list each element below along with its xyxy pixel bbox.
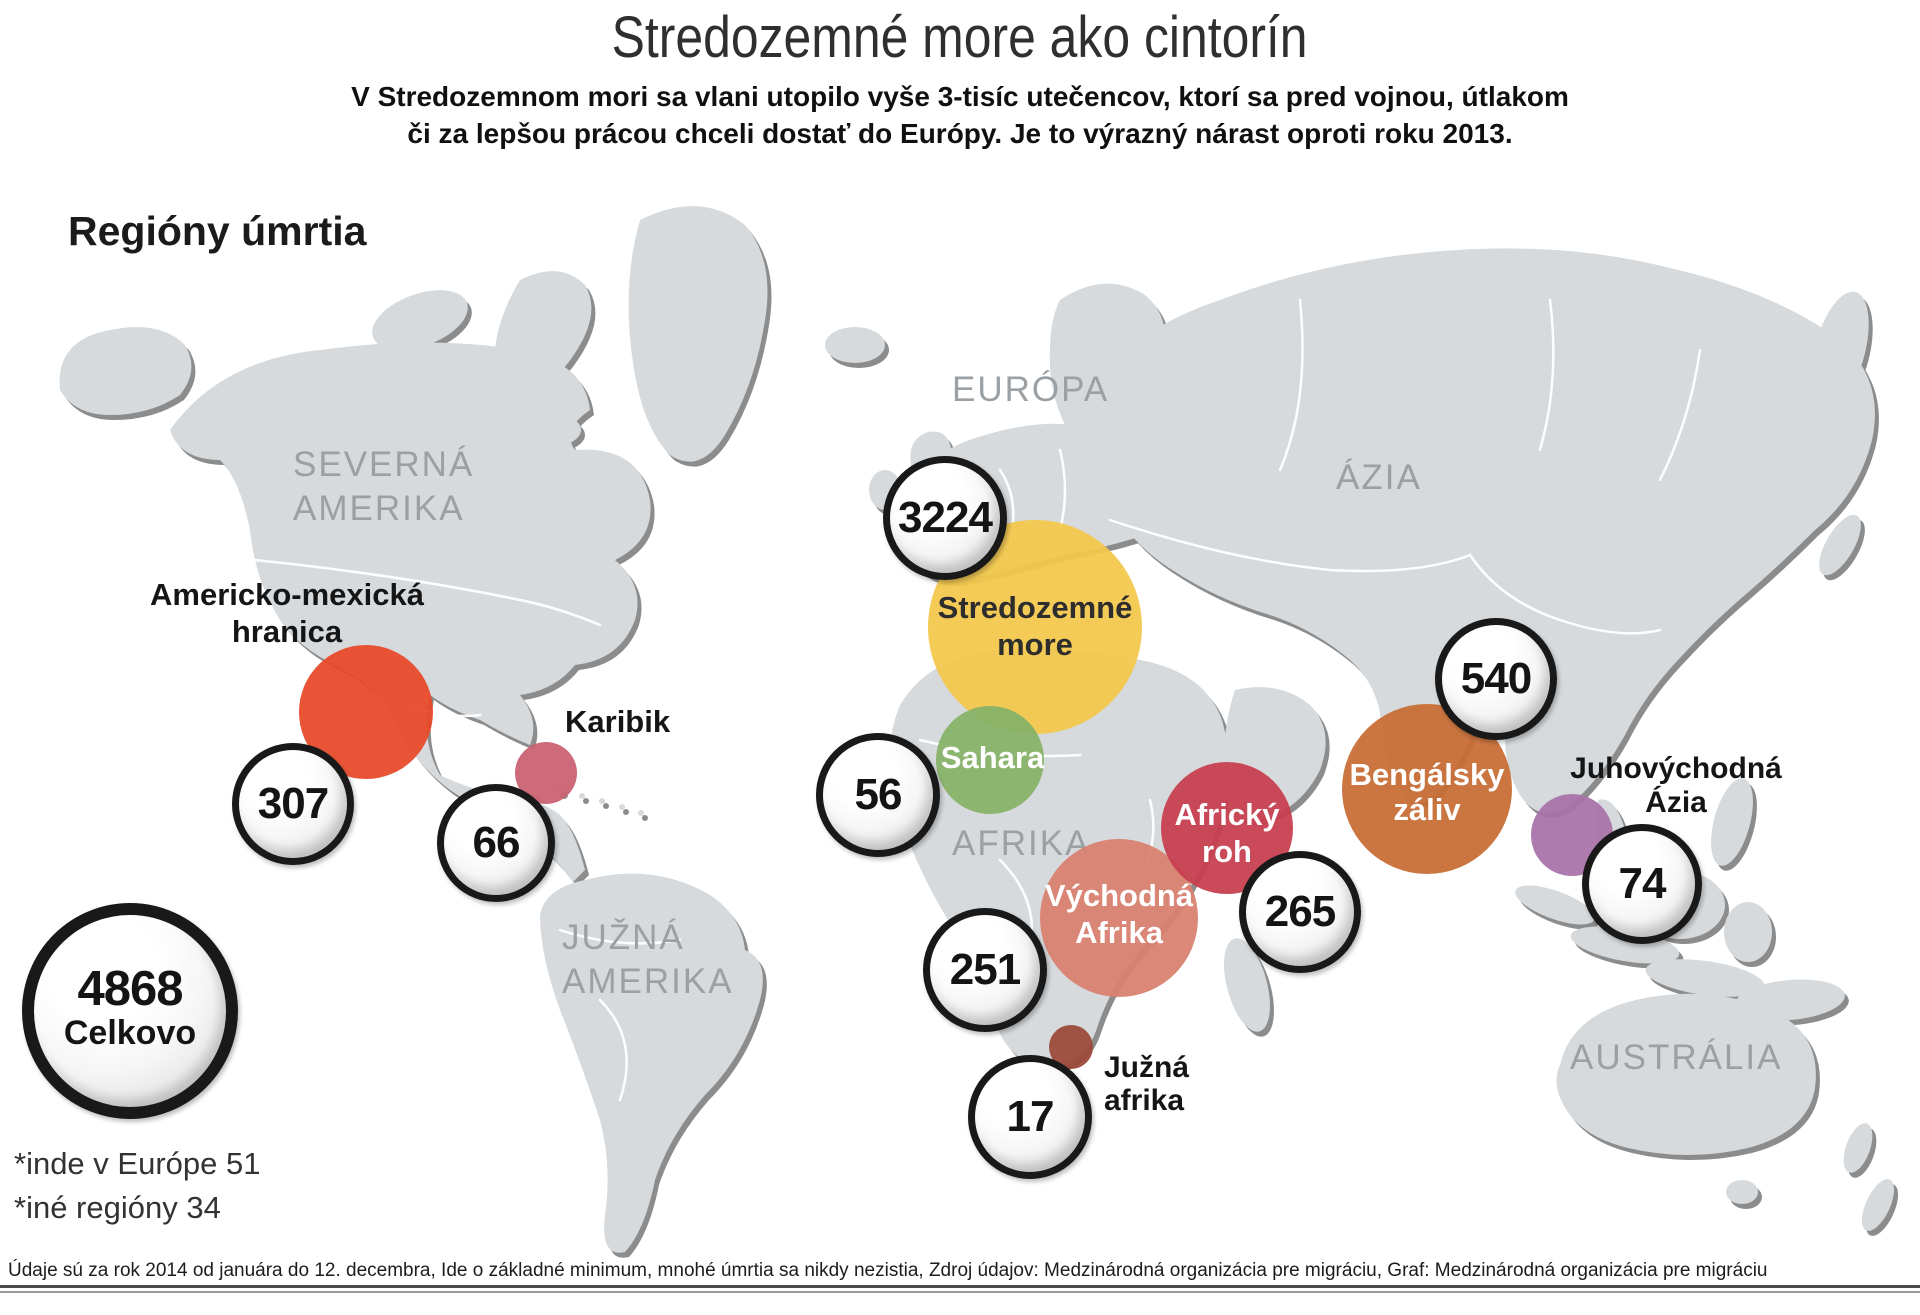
value-bubble-east-africa: 251 [923, 908, 1047, 1032]
region-label-line: Africký [1174, 797, 1280, 832]
footnote-europe-other: *inde v Európe 51 [14, 1146, 261, 1181]
region-kamchatka [1811, 291, 1869, 409]
region-label-south-africa: Južná afrika [1104, 1051, 1254, 1117]
value-bubble-mediterranean: 3224 [883, 456, 1007, 580]
continent-australia [1556, 993, 1816, 1155]
value-bubble-southeast-asia: 74 [1582, 824, 1702, 944]
island-shape [579, 793, 585, 799]
value-bubble-horn-of-africa: 265 [1239, 851, 1361, 973]
continent-label-asia: ÁZIA [1336, 458, 1422, 497]
region-greenland [628, 206, 768, 462]
region-label-line: záliv [1393, 792, 1461, 827]
continent-label-africa: AFRIKA [952, 824, 1091, 863]
region-label-mediterranean: Stredozemné more [905, 589, 1165, 663]
continent-label-line: AMERIKA [293, 489, 465, 528]
page-title-text: Stredozemné more ako cintorín [612, 5, 1308, 70]
continent-asia [1088, 248, 1875, 813]
region-label-us-mexico-border: Americko-mexická hranica [122, 576, 452, 650]
island-shape [1515, 885, 1595, 925]
value-bubble-us-mexico-border: 307 [232, 743, 354, 865]
subtitle: V Stredozemnom mori sa vlani utopilo vyš… [0, 78, 1920, 152]
region-label-line: Juhovýchodná [1570, 752, 1782, 785]
region-arctic-island [494, 271, 592, 398]
island-new-zealand [1843, 1123, 1873, 1173]
region-label-southeast-asia: Juhovýchodná Ázia [1560, 752, 1792, 820]
region-label-line: afrika [1104, 1084, 1185, 1117]
island-shape [619, 804, 625, 810]
island-new-zealand [1861, 1179, 1895, 1231]
footnote-other-regions: *iné regióny 34 [14, 1190, 221, 1225]
region-label-line: Južná [1104, 1051, 1190, 1084]
region-label-line: Americko-mexická [150, 577, 424, 612]
continent-label-south-america: JUŽNÁ AMERIKA [562, 916, 734, 1004]
bottom-rule-dark [0, 1285, 1920, 1288]
continent-south-america [540, 873, 763, 1253]
region-label-horn-of-africa: Africký roh [1156, 796, 1298, 870]
island-shape [599, 798, 605, 804]
region-label-line: Afrika [1075, 915, 1163, 950]
region-circle-sahara [936, 706, 1044, 814]
region-label-line: Bengálsky [1349, 757, 1505, 792]
total-bubble: 4868 Celkovo [22, 903, 238, 1119]
region-label-line: Ázia [1645, 786, 1707, 819]
continent-label-line: AMERIKA [562, 962, 734, 1001]
island-madagascar [1224, 938, 1270, 1032]
continent-label-australia: AUSTRÁLIA [1570, 1038, 1783, 1077]
island-tasmania [1726, 1180, 1758, 1204]
region-label-line: Východná [1044, 878, 1194, 913]
value-bubble-bay-of-bengal: 540 [1435, 618, 1557, 740]
island-shape [638, 810, 644, 816]
page-title: Stredozemné more ako cintorín [0, 4, 1920, 71]
continent-label-line: JUŽNÁ [562, 918, 685, 957]
region-label-line: more [997, 627, 1073, 662]
bottom-rule-light [0, 1291, 1920, 1293]
continent-label-line: SEVERNÁ [293, 445, 475, 484]
total-value: 4868 [77, 962, 183, 1016]
value-bubble-sahara: 56 [816, 733, 940, 857]
region-alaska [59, 327, 192, 415]
island-sulawesi [1724, 902, 1772, 962]
subtitle-line-2: či za lepšou prácou chceli dostať do Eur… [407, 118, 1513, 149]
island-philippines [1711, 778, 1753, 866]
island-shape [1645, 959, 1765, 997]
subtitle-line-1: V Stredozemnom mori sa vlani utopilo vyš… [351, 81, 1569, 112]
value-bubble-caribbean: 66 [437, 784, 555, 902]
island-shape [509, 412, 581, 448]
region-label-line: Stredozemné [937, 590, 1133, 625]
region-label-east-africa: Východná Afrika [1028, 877, 1210, 951]
island-japan [1783, 414, 1847, 526]
island-shape [352, 407, 438, 453]
source-line: Údaje sú za rok 2014 od januára do 12. d… [8, 1260, 1768, 1281]
continent-north-america [170, 342, 651, 882]
region-label-line: hranica [231, 614, 343, 649]
island-shape [372, 290, 468, 350]
island-japan [1819, 514, 1861, 576]
value-bubble-south-africa: 17 [968, 1055, 1092, 1179]
island-iceland [825, 327, 885, 363]
continent-label-north-america: SEVERNÁ AMERIKA [293, 443, 474, 531]
region-label-bay-of-bengal: Bengálsky záliv [1329, 757, 1525, 827]
island-shape [400, 364, 520, 416]
region-label-line: roh [1202, 834, 1252, 869]
region-label-caribbean: Karibik [565, 704, 671, 739]
continent-label-europe: EURÓPA [952, 370, 1110, 409]
total-label: Celkovo [63, 1014, 197, 1052]
section-title: Regióny úmrtia [68, 208, 367, 254]
region-label-sahara: Sahara [940, 740, 1045, 775]
